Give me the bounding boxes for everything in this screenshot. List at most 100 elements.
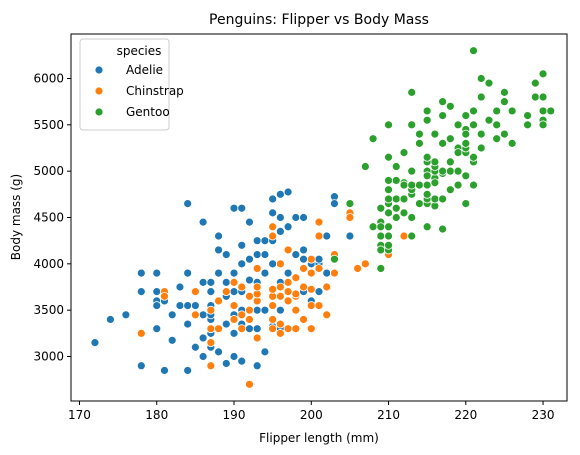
point-gentoo	[470, 121, 478, 129]
point-chinstrap	[300, 283, 308, 291]
point-gentoo	[470, 47, 478, 55]
point-gentoo	[385, 241, 393, 249]
point-gentoo	[439, 98, 447, 106]
point-chinstrap	[315, 218, 323, 226]
point-chinstrap	[207, 339, 215, 347]
point-adelie	[292, 214, 300, 222]
point-chinstrap	[222, 288, 230, 296]
point-adelie	[253, 237, 261, 245]
x-axis-label: Flipper length (mm)	[259, 431, 379, 445]
point-chinstrap	[230, 315, 238, 323]
y-tick-label: 4500	[33, 211, 64, 225]
point-gentoo	[415, 130, 423, 138]
point-gentoo	[369, 223, 377, 231]
point-adelie	[330, 200, 338, 208]
point-gentoo	[462, 112, 470, 120]
point-chinstrap	[284, 288, 292, 296]
point-adelie	[137, 288, 145, 296]
point-gentoo	[431, 158, 439, 166]
point-gentoo	[477, 144, 485, 152]
point-gentoo	[462, 172, 470, 180]
point-adelie	[222, 359, 230, 367]
point-adelie	[238, 241, 246, 249]
point-adelie	[323, 232, 331, 240]
point-adelie	[137, 269, 145, 277]
point-chinstrap	[207, 362, 215, 370]
x-tick-label: 210	[377, 408, 400, 422]
point-adelie	[230, 329, 238, 337]
point-gentoo	[400, 181, 408, 189]
x-tick-label: 190	[223, 408, 246, 422]
chart-title: Penguins: Flipper vs Body Mass	[209, 12, 429, 28]
point-adelie	[245, 325, 253, 333]
legend-marker-gentoo	[95, 108, 103, 116]
point-gentoo	[408, 214, 416, 222]
point-gentoo	[531, 93, 539, 101]
point-adelie	[276, 306, 284, 314]
point-chinstrap	[315, 232, 323, 240]
point-gentoo	[385, 209, 393, 217]
point-adelie	[176, 302, 184, 310]
point-gentoo	[531, 79, 539, 87]
point-chinstrap	[284, 297, 292, 305]
point-chinstrap	[215, 325, 223, 333]
point-chinstrap	[361, 260, 369, 268]
point-chinstrap	[230, 278, 238, 286]
point-chinstrap	[253, 264, 261, 272]
point-gentoo	[439, 112, 447, 120]
point-chinstrap	[207, 325, 215, 333]
point-chinstrap	[253, 334, 261, 342]
point-chinstrap	[307, 269, 315, 277]
point-gentoo	[423, 181, 431, 189]
point-chinstrap	[245, 380, 253, 388]
point-gentoo	[462, 130, 470, 138]
point-gentoo	[415, 139, 423, 147]
point-gentoo	[377, 264, 385, 272]
point-adelie	[261, 306, 269, 314]
legend-label-adelie: Adelie	[126, 63, 163, 77]
point-adelie	[191, 343, 199, 351]
point-chinstrap	[137, 329, 145, 337]
point-chinstrap	[400, 232, 408, 240]
point-chinstrap	[245, 315, 253, 323]
point-gentoo	[423, 153, 431, 161]
point-chinstrap	[323, 311, 331, 319]
legend-label-chinstrap: Chinstrap	[126, 84, 184, 98]
point-chinstrap	[284, 325, 292, 333]
point-gentoo	[361, 163, 369, 171]
point-gentoo	[377, 232, 385, 240]
point-gentoo	[423, 107, 431, 115]
point-gentoo	[431, 195, 439, 203]
point-adelie	[160, 366, 168, 374]
point-chinstrap	[276, 260, 284, 268]
x-tick-label: 230	[532, 408, 555, 422]
point-gentoo	[485, 116, 493, 124]
point-adelie	[300, 255, 308, 263]
x-tick-label: 220	[454, 408, 477, 422]
point-adelie	[184, 320, 192, 328]
point-adelie	[284, 223, 292, 231]
point-adelie	[215, 348, 223, 356]
point-gentoo	[462, 139, 470, 147]
point-adelie	[230, 288, 238, 296]
point-gentoo	[539, 70, 547, 78]
point-chinstrap	[307, 302, 315, 310]
point-gentoo	[408, 88, 416, 96]
point-chinstrap	[230, 302, 238, 310]
point-adelie	[292, 251, 300, 259]
point-chinstrap	[269, 325, 277, 333]
point-chinstrap	[300, 264, 308, 272]
point-gentoo	[330, 255, 338, 263]
point-adelie	[230, 204, 238, 212]
point-adelie	[199, 218, 207, 226]
point-adelie	[269, 209, 277, 217]
point-adelie	[106, 315, 114, 323]
point-gentoo	[392, 214, 400, 222]
point-adelie	[253, 362, 261, 370]
point-adelie	[199, 334, 207, 342]
point-adelie	[261, 251, 269, 259]
point-adelie	[253, 306, 261, 314]
point-adelie	[122, 311, 130, 319]
point-adelie	[261, 237, 269, 245]
